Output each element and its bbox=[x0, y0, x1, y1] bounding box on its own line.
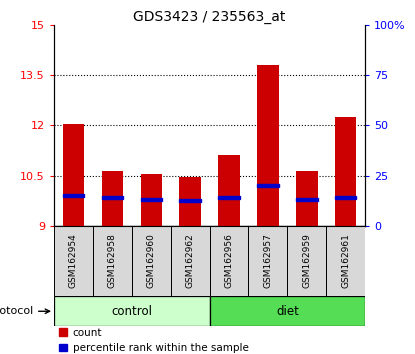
Bar bbox=[335, 196, 356, 199]
Bar bbox=[102, 171, 123, 226]
Bar bbox=[287, 226, 326, 296]
Text: control: control bbox=[111, 305, 152, 318]
Bar bbox=[179, 199, 201, 202]
Text: GSM162960: GSM162960 bbox=[147, 234, 156, 289]
Bar bbox=[54, 226, 93, 296]
Bar bbox=[335, 117, 356, 226]
Bar bbox=[63, 194, 84, 197]
Bar bbox=[218, 196, 240, 199]
Text: GSM162956: GSM162956 bbox=[225, 234, 234, 289]
Text: diet: diet bbox=[276, 305, 299, 318]
Bar bbox=[93, 226, 132, 296]
Bar bbox=[326, 226, 365, 296]
Bar bbox=[141, 198, 162, 200]
Bar bbox=[210, 226, 249, 296]
Bar bbox=[63, 124, 84, 226]
Bar bbox=[132, 226, 171, 296]
Text: protocol: protocol bbox=[0, 306, 50, 316]
Text: GSM162957: GSM162957 bbox=[264, 234, 272, 289]
Bar bbox=[210, 296, 365, 326]
Bar bbox=[54, 296, 210, 326]
Bar bbox=[257, 184, 278, 187]
Bar bbox=[296, 171, 317, 226]
Title: GDS3423 / 235563_at: GDS3423 / 235563_at bbox=[133, 10, 286, 24]
Bar bbox=[218, 155, 240, 226]
Legend: count, percentile rank within the sample: count, percentile rank within the sample bbox=[59, 328, 249, 353]
Bar bbox=[257, 65, 278, 226]
Bar bbox=[102, 196, 123, 199]
Bar bbox=[171, 226, 210, 296]
Bar bbox=[249, 226, 287, 296]
Bar bbox=[179, 177, 201, 226]
Text: GSM162959: GSM162959 bbox=[303, 234, 311, 289]
Bar bbox=[296, 198, 317, 200]
Text: GSM162954: GSM162954 bbox=[69, 234, 78, 289]
Text: GSM162958: GSM162958 bbox=[108, 234, 117, 289]
Text: GSM162961: GSM162961 bbox=[341, 234, 350, 289]
Bar bbox=[141, 174, 162, 226]
Text: GSM162962: GSM162962 bbox=[186, 234, 195, 289]
